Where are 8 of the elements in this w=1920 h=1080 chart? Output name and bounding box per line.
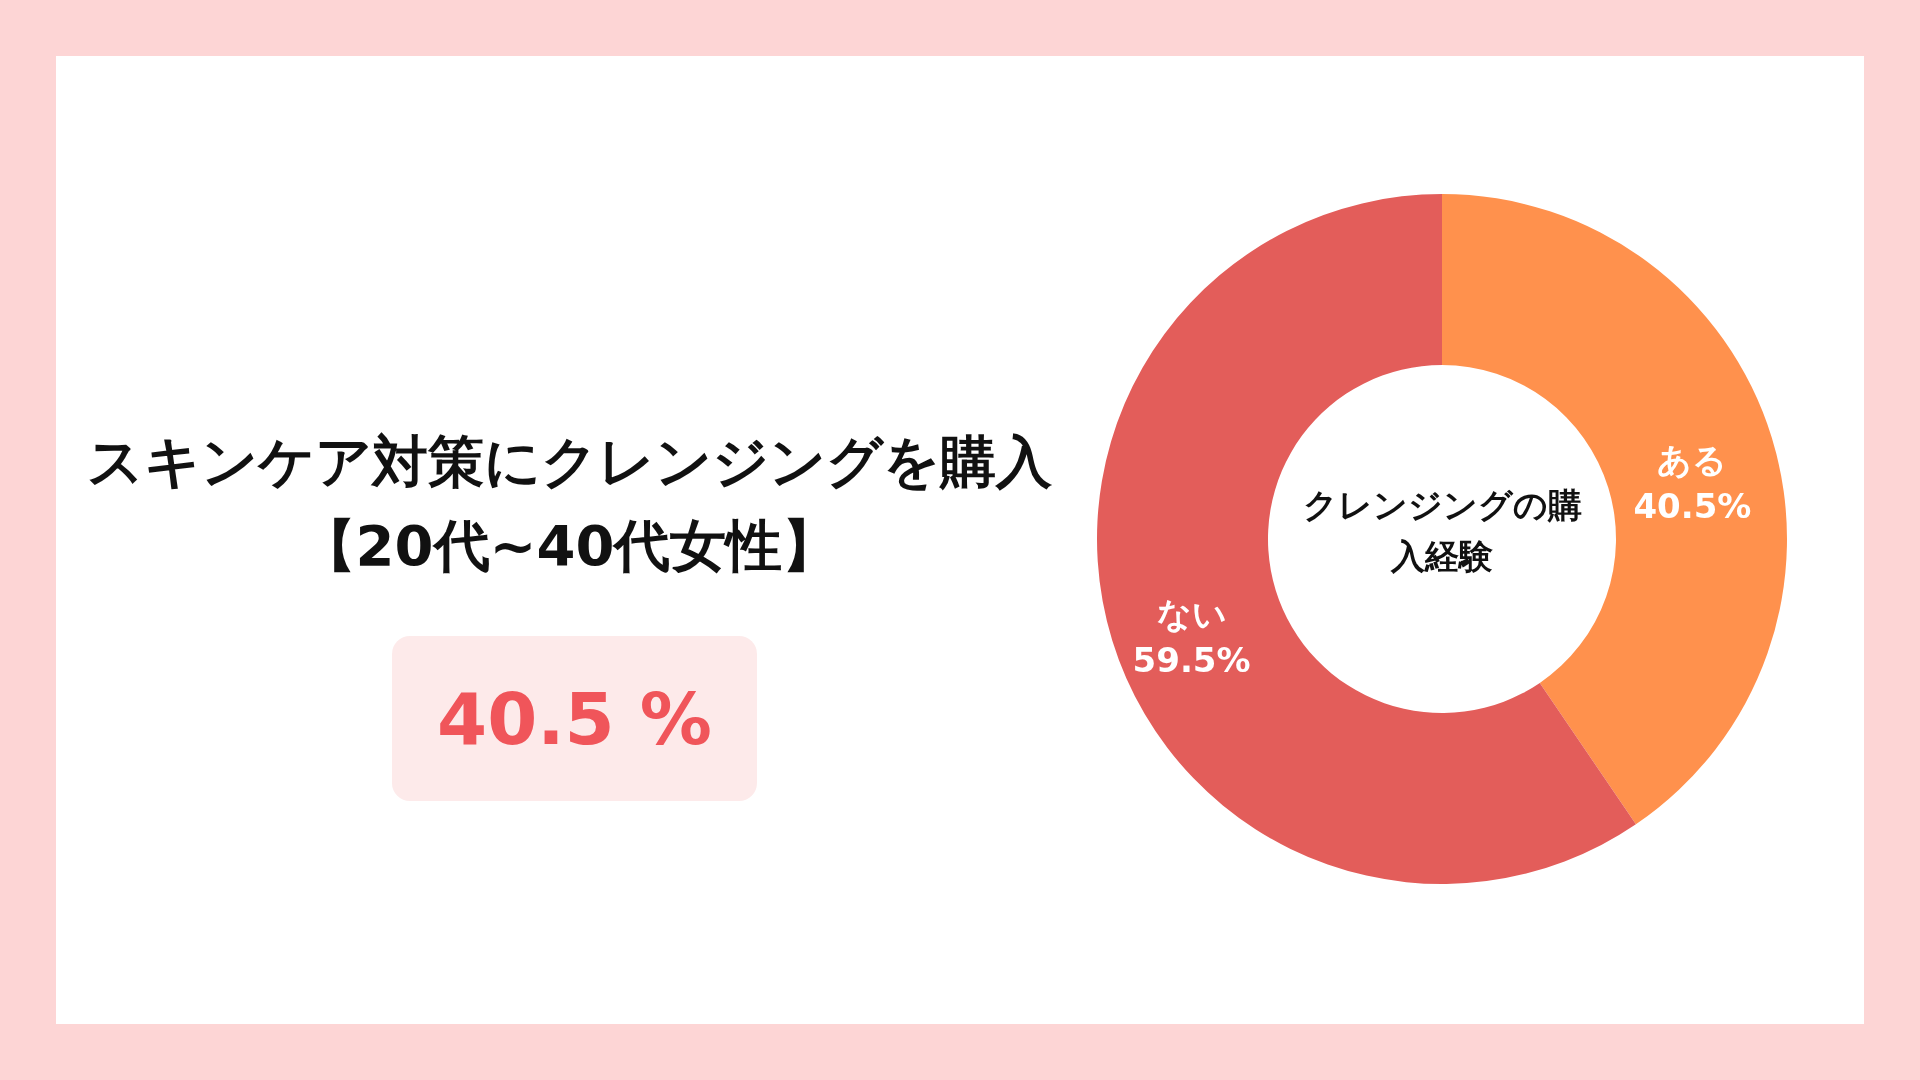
donut-slice: [1097, 194, 1636, 884]
text: クレンジングの購入経験: [1301, 484, 1583, 578]
text: 40.5 %: [392, 636, 757, 801]
slice-label: ある: [1657, 439, 1728, 480]
data-label: 59.5%: [1132, 640, 1251, 681]
text: スキンケア対策にクレンジングを購入【20代~40代女性】: [85, 428, 1053, 580]
data-label: 40.5%: [1633, 485, 1752, 526]
slice-label: ない: [1156, 594, 1227, 635]
